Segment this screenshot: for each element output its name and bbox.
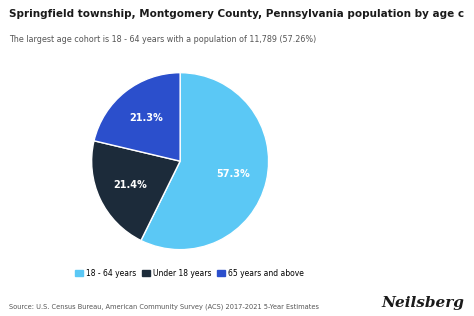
Text: Source: U.S. Census Bureau, American Community Survey (ACS) 2017-2021 5-Year Est: Source: U.S. Census Bureau, American Com… xyxy=(9,303,319,310)
Text: Neilsberg: Neilsberg xyxy=(382,296,465,310)
Text: 57.3%: 57.3% xyxy=(217,169,250,179)
Text: 21.3%: 21.3% xyxy=(129,113,163,123)
Text: The largest age cohort is 18 - 64 years with a population of 11,789 (57.26%): The largest age cohort is 18 - 64 years … xyxy=(9,35,317,44)
Wedge shape xyxy=(91,141,180,240)
Legend: 18 - 64 years, Under 18 years, 65 years and above: 18 - 64 years, Under 18 years, 65 years … xyxy=(72,265,307,281)
Wedge shape xyxy=(94,73,180,161)
Text: Springfield township, Montgomery County, Pennsylvania population by age c: Springfield township, Montgomery County,… xyxy=(9,9,465,20)
Text: 21.4%: 21.4% xyxy=(114,179,147,190)
Wedge shape xyxy=(141,73,269,250)
